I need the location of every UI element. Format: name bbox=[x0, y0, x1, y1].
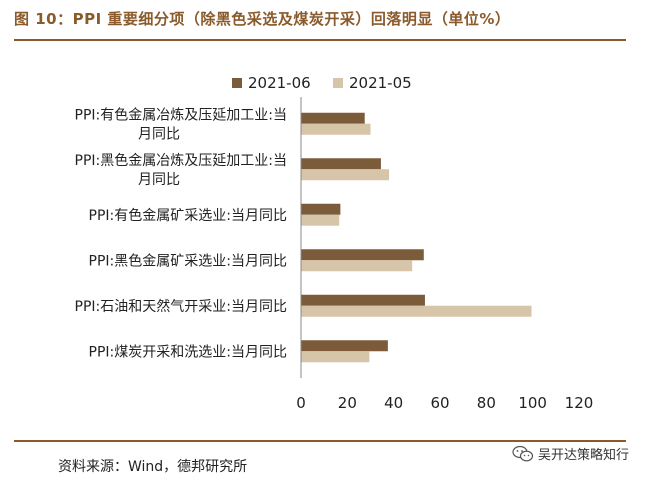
bar-2021-05-2 bbox=[301, 214, 340, 226]
category-label-1-line-0: PPI:黑色金属冶炼及压延加工业:当 bbox=[75, 152, 287, 169]
category-label-0-line-0: PPI:有色金属冶炼及压延加工业:当 bbox=[75, 106, 287, 123]
bar-2021-06-3 bbox=[301, 249, 424, 261]
bar-2021-05-3 bbox=[301, 260, 413, 272]
bar-2021-06-2 bbox=[301, 203, 341, 215]
x-tick-label-0: 0 bbox=[296, 394, 306, 412]
category-label-2-line-0: PPI:有色金属矿采选业:当月同比 bbox=[89, 207, 287, 224]
category-label-1-line-1: 月同比 bbox=[138, 172, 180, 188]
bar-2021-05-0 bbox=[301, 123, 371, 135]
x-tick-label-20: 20 bbox=[338, 394, 357, 412]
figure-title: 图 10：PPI 重要细分项（除黑色采选及煤炭开采）回落明显（单位%） bbox=[14, 10, 511, 28]
bar-2021-06-0 bbox=[301, 112, 365, 124]
wechat-icon bbox=[512, 445, 534, 463]
category-label-3-line-0: PPI:黑色金属矿采选业:当月同比 bbox=[89, 252, 287, 269]
legend-swatch-2021-05 bbox=[333, 78, 343, 88]
title-divider bbox=[14, 39, 626, 41]
category-label-0-line-1: 月同比 bbox=[138, 126, 180, 142]
bar-chart: 2021-06 2021-05 PPI:有色金属冶炼及压延加工业:当月同比 PPI:黑… bbox=[75, 74, 594, 412]
x-tick-label-80: 80 bbox=[477, 394, 496, 412]
bar-2021-05-4 bbox=[301, 305, 532, 317]
x-tick-label-100: 100 bbox=[518, 394, 547, 412]
bar-2021-05-1 bbox=[301, 169, 390, 181]
footer-divider bbox=[14, 440, 626, 442]
legend-label-2021-06: 2021-06 bbox=[248, 74, 311, 92]
legend-label-2021-05: 2021-05 bbox=[349, 74, 412, 92]
category-label-4-line-0: PPI:石油和天然气开采业:当月同比 bbox=[75, 298, 287, 315]
legend-swatch-2021-06 bbox=[232, 78, 242, 88]
category-label-5-line-0: PPI:煤炭开采和洗选业:当月同比 bbox=[89, 344, 287, 360]
bar-2021-06-5 bbox=[301, 340, 388, 352]
bar-2021-06-4 bbox=[301, 294, 425, 306]
x-tick-label-120: 120 bbox=[565, 394, 594, 412]
source-note: 资料来源：Wind，德邦研究所 bbox=[58, 459, 248, 475]
bar-2021-06-1 bbox=[301, 158, 381, 170]
bar-2021-05-5 bbox=[301, 351, 370, 363]
x-tick-label-60: 60 bbox=[430, 394, 449, 412]
watermark: 吴开达策略知行 bbox=[512, 444, 629, 463]
x-tick-label-40: 40 bbox=[384, 394, 403, 412]
watermark-text: 吴开达策略知行 bbox=[537, 448, 629, 463]
